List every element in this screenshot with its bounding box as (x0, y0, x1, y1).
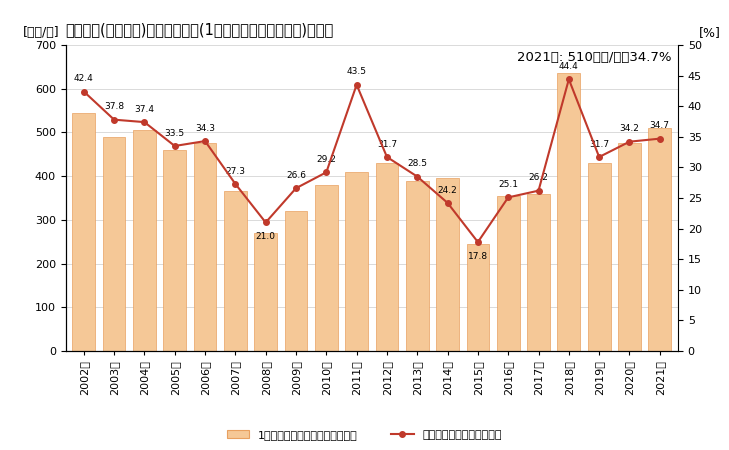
Text: 2021年: 510万円/人，34.7%: 2021年: 510万円/人，34.7% (518, 51, 672, 64)
Text: 37.4: 37.4 (134, 105, 155, 114)
Text: 43.5: 43.5 (346, 68, 367, 76)
Text: 34.7: 34.7 (650, 122, 670, 130)
Bar (103, 137, 125, 351)
Bar (527, 194, 550, 351)
Bar (436, 178, 459, 351)
Text: 26.6: 26.6 (286, 171, 306, 180)
Bar (467, 244, 489, 351)
Bar (254, 233, 277, 351)
Text: 25.1: 25.1 (498, 180, 518, 189)
Bar (72, 113, 95, 351)
Text: [%]: [%] (699, 26, 721, 39)
Text: 42.4: 42.4 (74, 74, 93, 83)
Text: 37.8: 37.8 (104, 102, 124, 111)
Bar (163, 150, 186, 351)
Text: 26.2: 26.2 (529, 173, 548, 182)
Text: 九度山町(和歌山県)の労働生産性(1人当たり粗付加価値額)の推移: 九度山町(和歌山県)の労働生産性(1人当たり粗付加価値額)の推移 (66, 22, 334, 37)
Text: 33.5: 33.5 (165, 129, 185, 138)
Bar (588, 163, 610, 351)
Bar (346, 172, 368, 351)
Bar (284, 211, 308, 351)
Bar (224, 191, 246, 351)
Bar (133, 130, 156, 351)
Legend: 1人当たり粗付加価値額（左軸）, 対全国比（右軸）（右軸）: 1人当たり粗付加価値額（左軸）, 対全国比（右軸）（右軸） (222, 426, 507, 445)
Text: 34.2: 34.2 (620, 124, 639, 133)
Text: 44.4: 44.4 (559, 62, 579, 71)
Text: 27.3: 27.3 (225, 166, 246, 176)
Bar (558, 73, 580, 351)
Bar (618, 144, 641, 351)
Bar (194, 144, 217, 351)
Text: 31.7: 31.7 (377, 140, 397, 148)
Bar (315, 185, 338, 351)
Bar (406, 180, 429, 351)
Text: 28.5: 28.5 (408, 159, 427, 168)
Text: 31.7: 31.7 (589, 140, 609, 148)
Bar (375, 163, 398, 351)
Text: 24.2: 24.2 (437, 185, 458, 194)
Text: 17.8: 17.8 (468, 252, 488, 261)
Bar (497, 196, 520, 351)
Text: 34.3: 34.3 (195, 124, 215, 133)
Text: 21.0: 21.0 (256, 232, 276, 241)
Bar (648, 128, 671, 351)
Text: [万円/人]: [万円/人] (23, 26, 59, 39)
Text: 29.2: 29.2 (316, 155, 336, 164)
